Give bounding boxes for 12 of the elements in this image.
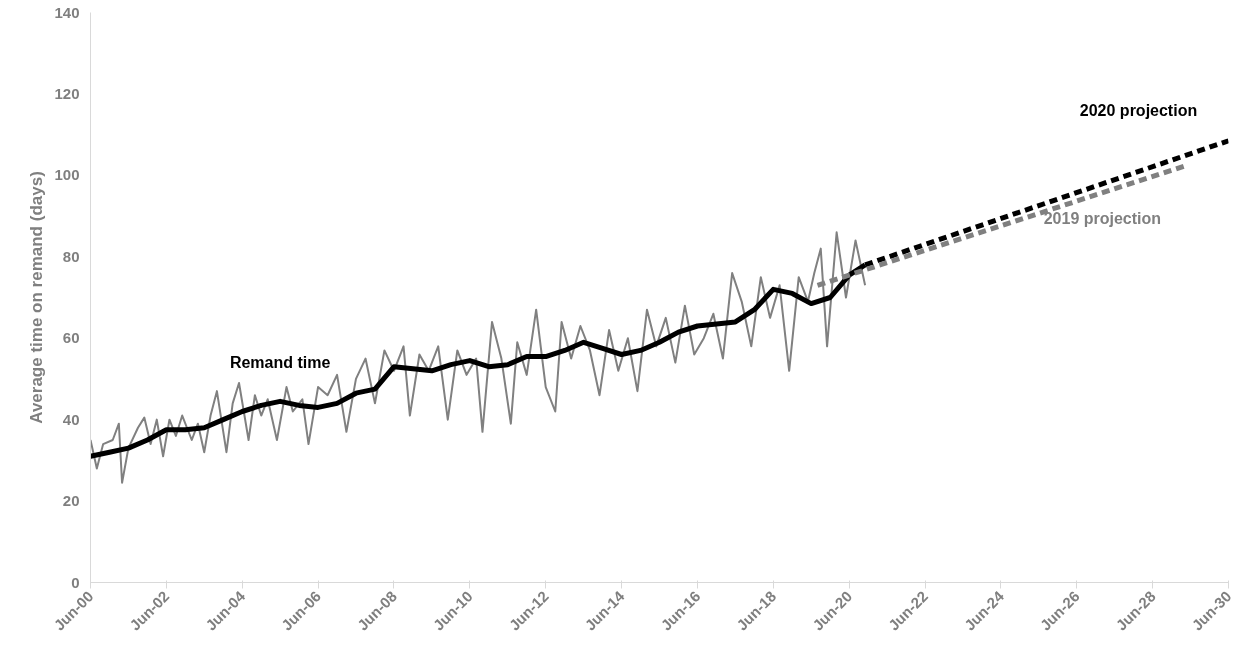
series-label: 2019 projection bbox=[1043, 210, 1162, 228]
y-tick-label: 40 bbox=[62, 410, 80, 428]
series-label: Remand time bbox=[229, 354, 331, 372]
y-tick-label: 20 bbox=[62, 492, 80, 510]
series-label: 2020 projection bbox=[1079, 101, 1198, 119]
y-tick-label: 140 bbox=[54, 3, 80, 21]
y-tick-label: 80 bbox=[62, 247, 80, 265]
y-tick-label: 120 bbox=[54, 84, 80, 102]
y-tick-label: 100 bbox=[54, 166, 80, 184]
y-tick-label: 60 bbox=[62, 329, 80, 347]
y-tick-label: 0 bbox=[71, 573, 80, 591]
y-axis-title: Average time on remand (days) bbox=[27, 171, 47, 424]
